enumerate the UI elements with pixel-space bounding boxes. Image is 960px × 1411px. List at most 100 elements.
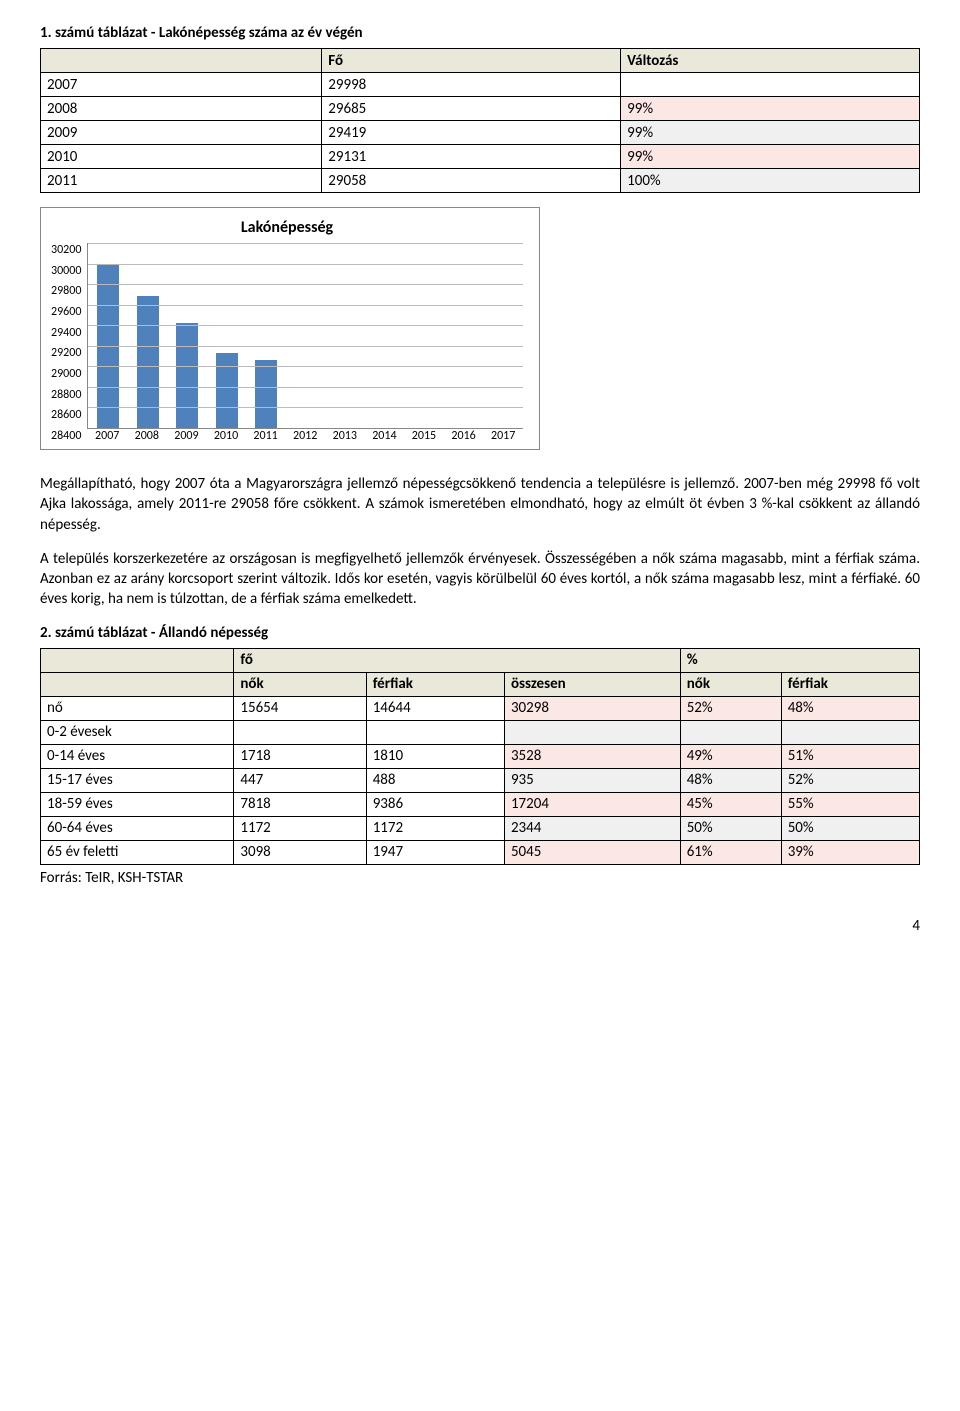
table-cell: 9386 — [366, 792, 504, 816]
x-tick-label: 2013 — [325, 429, 365, 443]
table2-title: 2. számú táblázat - Állandó népesség — [40, 624, 920, 642]
table1-title: 1. számú táblázat - Lakónépesség száma a… — [40, 24, 920, 42]
bar-slot — [207, 243, 247, 428]
table-cell: 29131 — [322, 145, 621, 169]
table1: Fő Változás 20072999820082968599%2009294… — [40, 48, 920, 193]
table-cell: 15654 — [234, 696, 366, 720]
bar-slot — [128, 243, 168, 428]
x-tick-label: 2017 — [483, 429, 523, 443]
source-line: Forrás: TeIR, KSH-TSTAR — [40, 869, 920, 887]
table-cell: 3528 — [504, 744, 680, 768]
paragraph-2: A település korszerkezetére az országosa… — [40, 549, 920, 610]
y-tick-label: 30200 — [51, 243, 81, 257]
table-cell: 65 év feletti — [41, 840, 234, 864]
table-cell: 2009 — [41, 121, 322, 145]
table-cell: 2008 — [41, 97, 322, 121]
bar-slot — [167, 243, 207, 428]
table-cell: 45% — [680, 792, 781, 816]
table-cell: 30298 — [504, 696, 680, 720]
population-chart: Lakónépesség 302003000029800296002940029… — [40, 207, 540, 450]
table-cell — [504, 720, 680, 744]
bar-slot — [483, 243, 523, 428]
table-cell: 49% — [680, 744, 781, 768]
table-cell: 61% — [680, 840, 781, 864]
table-cell: 29998 — [322, 73, 621, 97]
table-cell — [781, 720, 919, 744]
table-cell: 52% — [781, 768, 919, 792]
bar-slot — [325, 243, 365, 428]
y-tick-label: 28800 — [51, 388, 81, 402]
y-tick-label: 29000 — [51, 367, 81, 381]
bar-slot — [444, 243, 484, 428]
y-tick-label: 29200 — [51, 346, 81, 360]
table-cell: 3098 — [234, 840, 366, 864]
chart-plot-area — [87, 243, 523, 429]
y-tick-label: 29800 — [51, 284, 81, 298]
table-cell — [234, 720, 366, 744]
table2-sub-0: nők — [234, 672, 366, 696]
bar-slot — [286, 243, 326, 428]
table-cell: 935 — [504, 768, 680, 792]
table2-sub-4: férfiak — [781, 672, 919, 696]
x-tick-label: 2011 — [246, 429, 286, 443]
bar — [255, 360, 277, 428]
table-cell: 60-64 éves — [41, 816, 234, 840]
bar-slot — [246, 243, 286, 428]
table-cell: 7818 — [234, 792, 366, 816]
table-cell: 447 — [234, 768, 366, 792]
table-cell: 99% — [621, 145, 920, 169]
table-cell: 99% — [621, 97, 920, 121]
page-number: 4 — [40, 917, 920, 935]
table-cell: 48% — [680, 768, 781, 792]
x-tick-label: 2016 — [444, 429, 484, 443]
bar — [216, 353, 238, 428]
bar-slot — [404, 243, 444, 428]
table2-sub-1: férfiak — [366, 672, 504, 696]
table-cell: 14644 — [366, 696, 504, 720]
table-cell: 55% — [781, 792, 919, 816]
table-cell — [680, 720, 781, 744]
table-cell: 5045 — [504, 840, 680, 864]
table-cell: 29058 — [322, 169, 621, 193]
table-cell: 1172 — [366, 816, 504, 840]
table-cell: 488 — [366, 768, 504, 792]
table-cell: 1718 — [234, 744, 366, 768]
table-cell: 2010 — [41, 145, 322, 169]
table-cell: 15-17 éves — [41, 768, 234, 792]
x-tick-label: 2008 — [127, 429, 167, 443]
table-cell: 2344 — [504, 816, 680, 840]
y-tick-label: 29400 — [51, 326, 81, 340]
table-cell: 29685 — [322, 97, 621, 121]
table-cell: 2011 — [41, 169, 322, 193]
table-cell: 18-59 éves — [41, 792, 234, 816]
paragraph-1: Megállapítható, hogy 2007 óta a Magyaror… — [40, 474, 920, 535]
table-cell: 100% — [621, 169, 920, 193]
table-cell: 1947 — [366, 840, 504, 864]
table-cell: 0-2 évesek — [41, 720, 234, 744]
x-tick-label: 2014 — [365, 429, 405, 443]
table-cell — [366, 720, 504, 744]
table-cell: 17204 — [504, 792, 680, 816]
x-tick-label: 2012 — [285, 429, 325, 443]
chart-y-axis: 3020030000298002960029400292002900028800… — [51, 243, 87, 443]
table-cell: 39% — [781, 840, 919, 864]
table2-header-pct: % — [680, 648, 919, 672]
table2: fő % nők férfiak összesen nők férfiak nő… — [40, 648, 920, 865]
chart-x-axis: 2007200820092010201120122013201420152016… — [87, 429, 523, 443]
table-cell: 0-14 éves — [41, 744, 234, 768]
y-tick-label: 28600 — [51, 408, 81, 422]
y-tick-label: 29600 — [51, 305, 81, 319]
table-cell: 99% — [621, 121, 920, 145]
x-tick-label: 2010 — [206, 429, 246, 443]
bar-slot — [365, 243, 405, 428]
table-cell: 1172 — [234, 816, 366, 840]
table-cell: 1810 — [366, 744, 504, 768]
table-cell: 2007 — [41, 73, 322, 97]
table-cell: 51% — [781, 744, 919, 768]
bar-slot — [88, 243, 128, 428]
x-tick-label: 2015 — [404, 429, 444, 443]
chart-title: Lakónépesség — [51, 218, 523, 237]
bar — [176, 323, 198, 428]
x-tick-label: 2007 — [87, 429, 127, 443]
table-cell: 50% — [781, 816, 919, 840]
